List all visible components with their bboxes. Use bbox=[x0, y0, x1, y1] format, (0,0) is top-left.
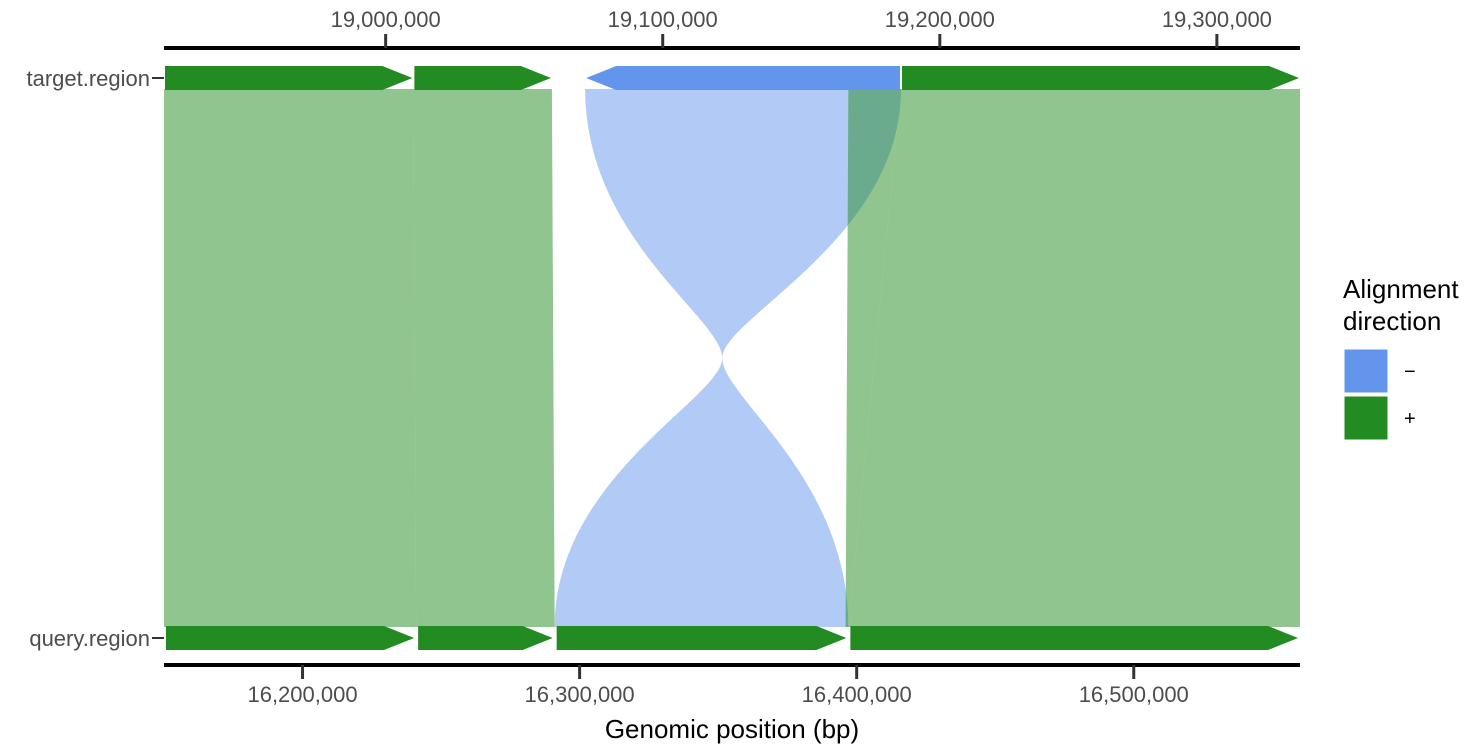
query-tick-label: 16,200,000 bbox=[247, 682, 357, 707]
target-tick-label: 19,200,000 bbox=[885, 7, 995, 32]
legend-label-plus: + bbox=[1404, 408, 1416, 430]
alignment-ribbons bbox=[164, 89, 1300, 627]
target-block bbox=[586, 66, 901, 90]
target-tick-label: 19,000,000 bbox=[331, 7, 441, 32]
x-axis-title: Genomic position (bp) bbox=[605, 714, 859, 744]
target-block bbox=[414, 66, 551, 90]
query-tick-label: 16,500,000 bbox=[1079, 682, 1189, 707]
legend-label-minus: − bbox=[1404, 361, 1416, 383]
target-block bbox=[165, 66, 413, 90]
axes: 19,000,000 19,100,000 19,200,000 19,300,000… bbox=[26, 7, 1300, 744]
alignment-blocks bbox=[165, 66, 1299, 650]
query-tick-label: 16,400,000 bbox=[802, 682, 912, 707]
query-tick-label: 16,300,000 bbox=[525, 682, 635, 707]
target-tick-label: 19,300,000 bbox=[1162, 7, 1272, 32]
legend-title-line-1: Alignment bbox=[1343, 274, 1459, 304]
target-block bbox=[902, 66, 1299, 90]
query-track-label: query.region bbox=[29, 626, 150, 651]
query-block bbox=[556, 626, 847, 650]
target-tick-label: 19,100,000 bbox=[608, 7, 718, 32]
alignment-ribbon bbox=[845, 89, 902, 627]
legend: Alignment direction − + bbox=[1343, 274, 1459, 441]
legend-key-minus bbox=[1343, 348, 1389, 394]
alignment-ribbon bbox=[554, 89, 902, 627]
alignment-ribbon bbox=[413, 89, 555, 627]
query-axis-ticks: 16,200,000 16,300,000 16,400,000 16,500,000 bbox=[247, 665, 1189, 707]
alignment-ribbon bbox=[164, 89, 417, 627]
legend-key-plus bbox=[1343, 395, 1389, 441]
target-track-label: target.region bbox=[26, 66, 150, 91]
query-block bbox=[166, 626, 415, 650]
legend-title-line-2: direction bbox=[1343, 306, 1441, 336]
target-axis-ticks: 19,000,000 19,100,000 19,200,000 19,300,000 bbox=[331, 7, 1272, 48]
query-block bbox=[850, 626, 1298, 650]
query-block bbox=[418, 626, 553, 650]
alignment-ribbon bbox=[848, 89, 1300, 627]
